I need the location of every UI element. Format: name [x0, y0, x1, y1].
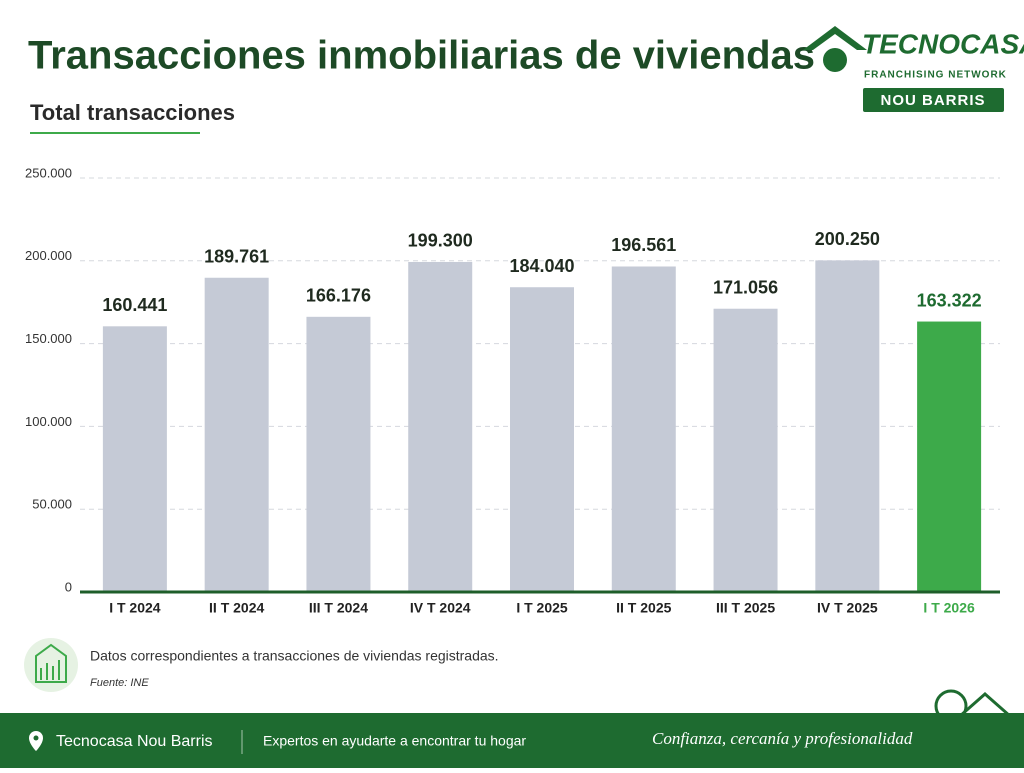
- note-text: Datos correspondientes a transacciones d…: [90, 648, 499, 664]
- x-tick-label: II T 2024: [209, 600, 264, 616]
- y-tick-label: 50.000: [32, 497, 72, 512]
- footer-slogan: Confianza, cercanía y profesionalidad: [652, 729, 913, 748]
- bar: [611, 266, 676, 592]
- bar: [408, 261, 473, 592]
- y-tick-label: 150.000: [25, 331, 72, 346]
- x-tick-label: III T 2025: [716, 600, 775, 616]
- value-label: 189.761: [204, 247, 269, 267]
- bar: [510, 287, 574, 592]
- x-tick-label: IV T 2025: [817, 600, 878, 616]
- x-tick-label: I T 2024: [109, 600, 161, 616]
- x-tick-label: IV T 2024: [410, 600, 471, 616]
- bar: [102, 326, 167, 592]
- footer-pin: [29, 731, 43, 751]
- value-label: 163.322: [917, 290, 982, 310]
- bar: [204, 277, 269, 592]
- footer-band: [0, 713, 1024, 768]
- value-label: 160.441: [102, 295, 167, 315]
- plot-area: 0 50.000 100.000 150.000 200.000 250.000 160.4…: [25, 165, 1000, 616]
- value-label: 200.250: [815, 229, 880, 249]
- footer-pin-dot: [33, 735, 39, 741]
- y-tick-label: 0: [65, 579, 72, 594]
- footer-claim: Expertos en ayudarte a encontrar tu hoga…: [263, 733, 526, 749]
- y-tick-label: 100.000: [25, 414, 72, 429]
- chart-subtitle: Total transacciones: [30, 100, 235, 125]
- value-label: 196.561: [611, 235, 676, 255]
- chart-title: Transacciones inmobiliarias de viviendas: [28, 34, 815, 78]
- logo-office: NOU BARRIS: [880, 92, 985, 109]
- note-icon: [24, 638, 78, 692]
- y-tick-label: 250.000: [25, 165, 72, 180]
- y-tick-label: 200.000: [25, 248, 72, 263]
- x-tick-label: I T 2026: [923, 600, 975, 616]
- note-source: Fuente: INE: [90, 677, 149, 689]
- bar: [815, 260, 880, 592]
- x-tick-label: II T 2025: [616, 600, 671, 616]
- x-tick-label: III T 2024: [309, 600, 368, 616]
- value-label: 171.056: [713, 277, 778, 297]
- footer-office: Tecnocasa Nou Barris: [56, 733, 213, 750]
- bar: [917, 321, 982, 592]
- bar: [306, 316, 371, 592]
- bar: [713, 308, 778, 592]
- logo-brand: TECNOCASA: [862, 28, 1024, 59]
- value-label: 184.040: [509, 256, 574, 276]
- logo: TECNOCASA FRANCHISING NETWORK NOU BARRIS: [803, 26, 1024, 112]
- x-tick-label: I T 2025: [516, 600, 568, 616]
- logo-tagline: FRANCHISING NETWORK: [864, 70, 1007, 81]
- value-label: 199.300: [408, 231, 473, 251]
- note-icon-house: [35, 643, 67, 683]
- value-label: 166.176: [306, 286, 371, 306]
